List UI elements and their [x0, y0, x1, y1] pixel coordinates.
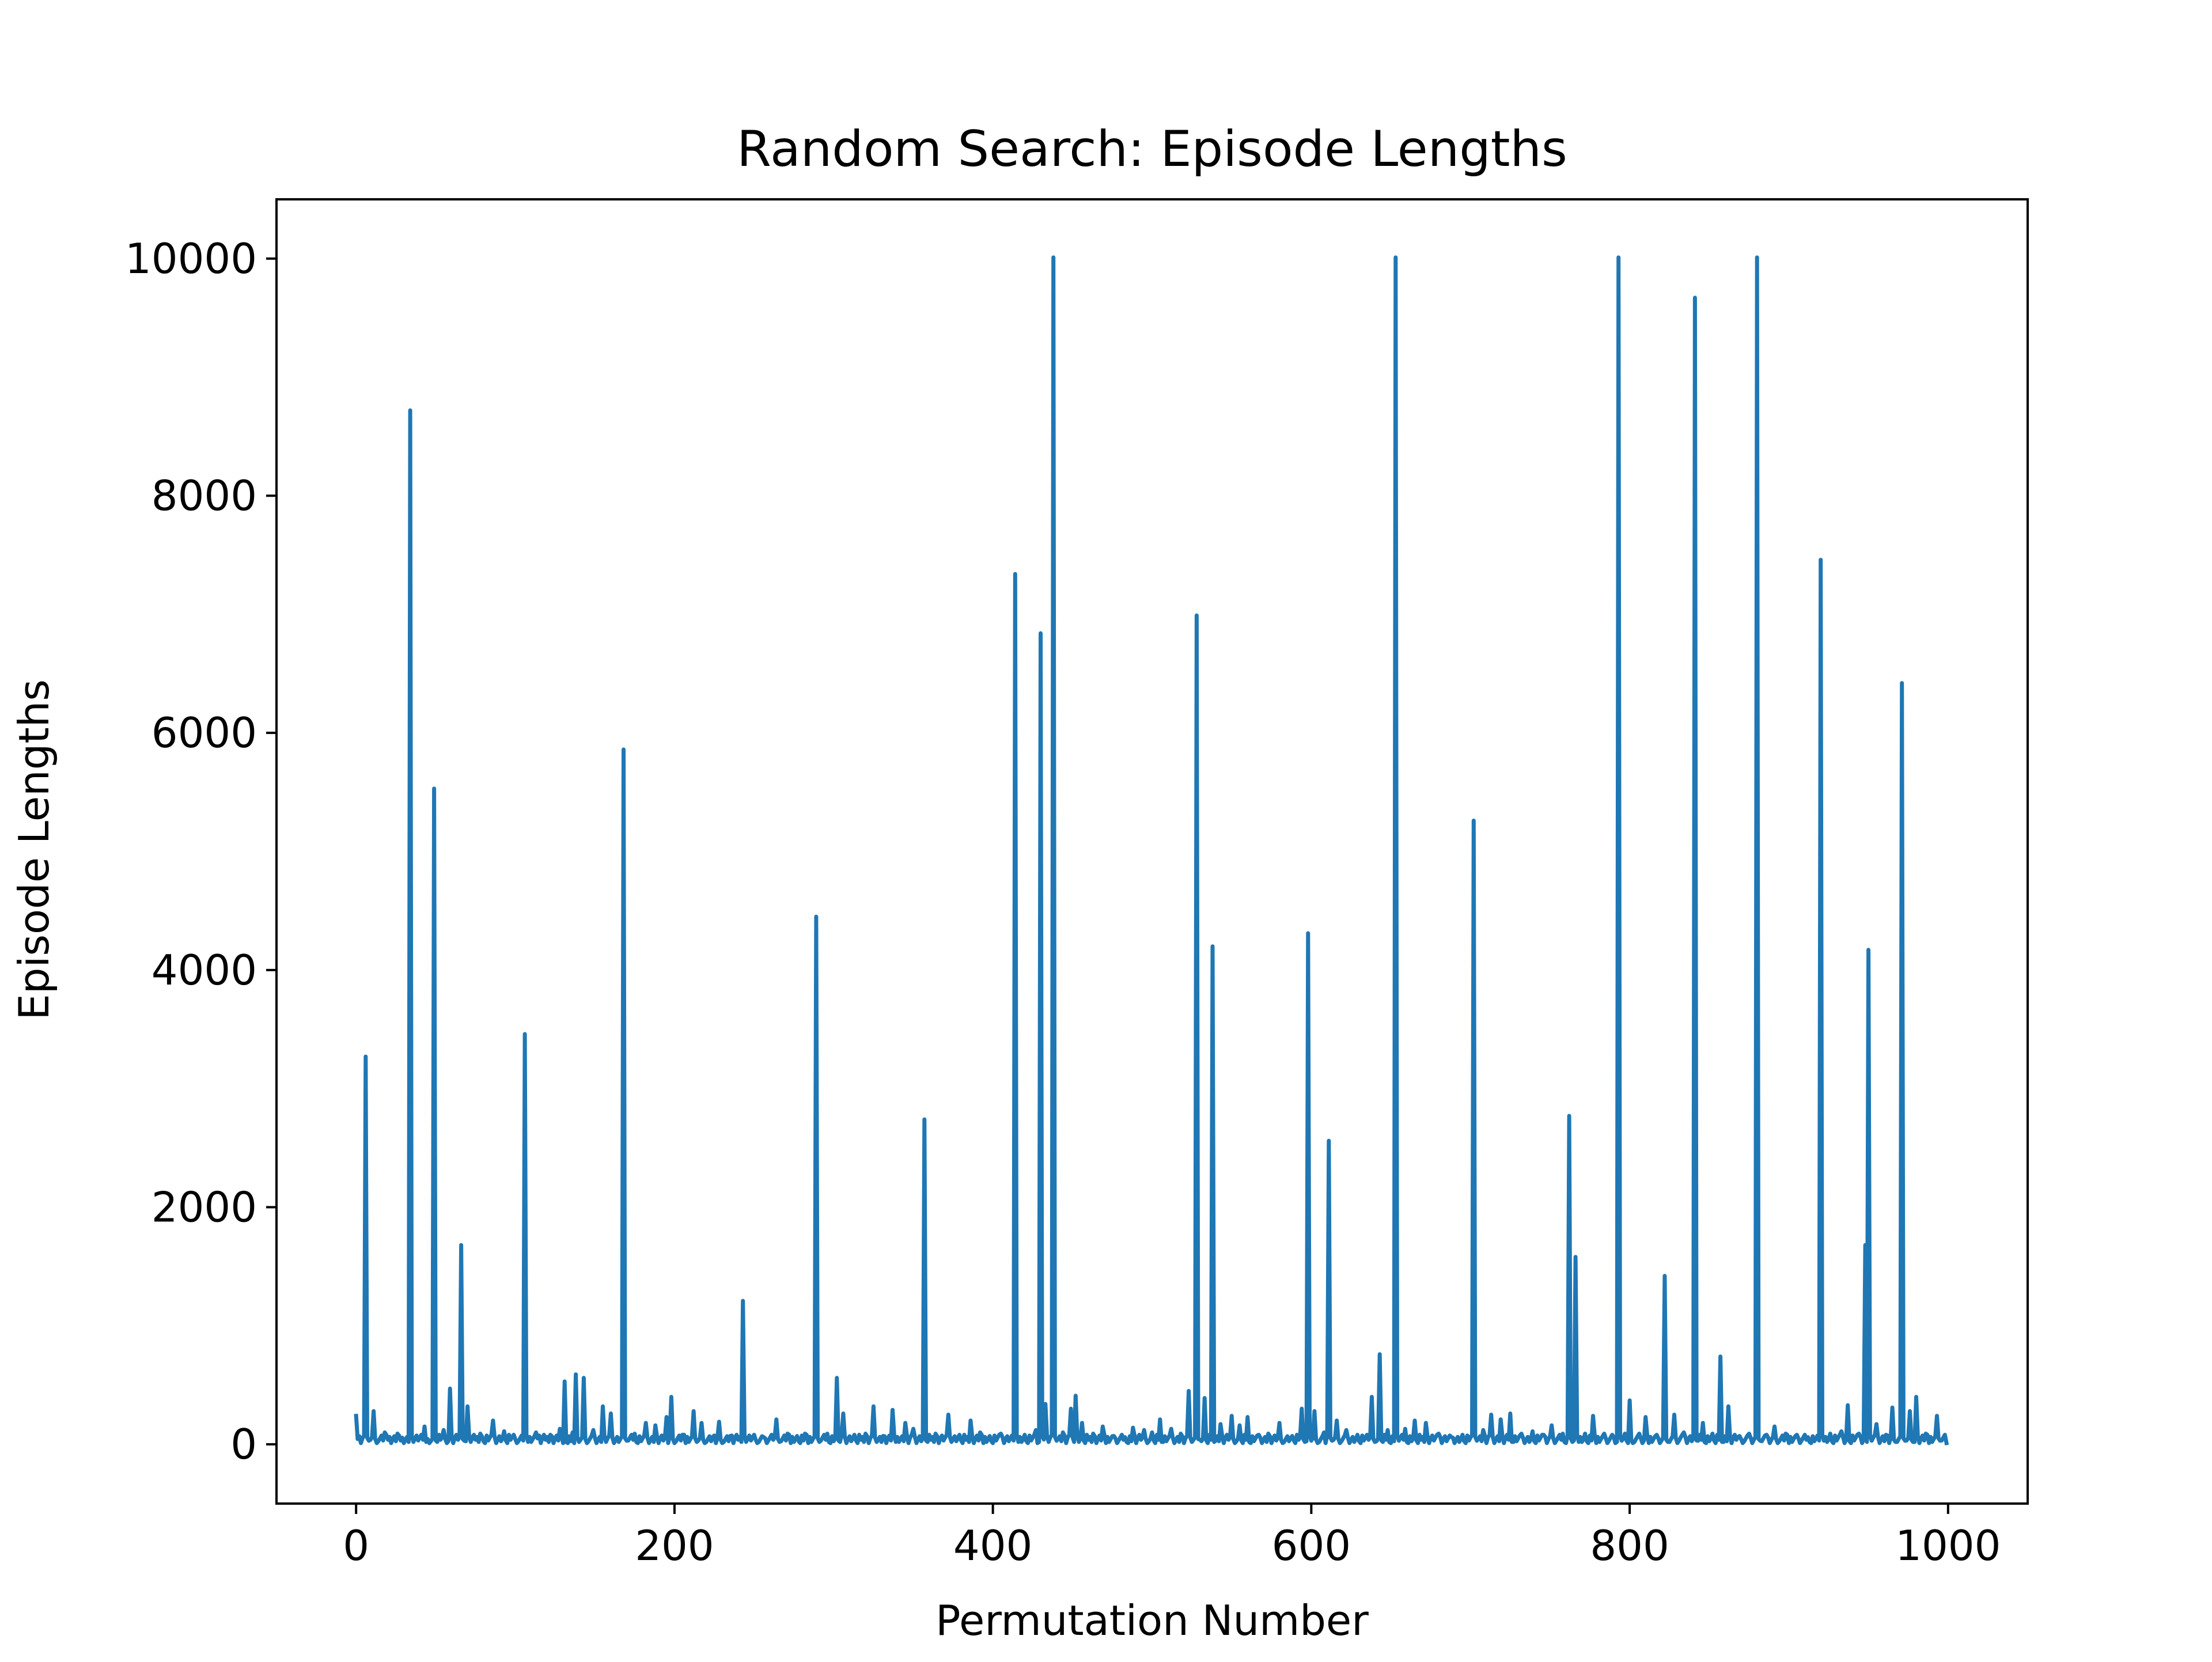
y-axis-label: Episode Lengths [10, 679, 58, 1020]
y-tick-label: 8000 [151, 472, 257, 520]
y-tick-label: 4000 [151, 946, 257, 994]
x-tick-label: 1000 [1895, 1521, 2001, 1570]
series-layer [354, 255, 1949, 1446]
x-axis-label: Permutation Number [935, 1596, 1369, 1645]
y-tick-label: 6000 [151, 709, 257, 757]
x-tick-label: 200 [635, 1521, 714, 1570]
y-tick-label: 0 [230, 1420, 257, 1468]
plot-area-frame [275, 198, 2029, 1505]
y-tick-label: 10000 [125, 234, 257, 283]
y-tick-label: 2000 [151, 1183, 257, 1231]
series-line [354, 255, 1949, 1446]
x-tick-label: 600 [1272, 1521, 1351, 1570]
x-tick-label: 0 [343, 1521, 369, 1570]
x-tick-label: 800 [1590, 1521, 1669, 1570]
x-tick-label: 400 [953, 1521, 1032, 1570]
chart-title: Random Search: Episode Lengths [737, 120, 1567, 178]
